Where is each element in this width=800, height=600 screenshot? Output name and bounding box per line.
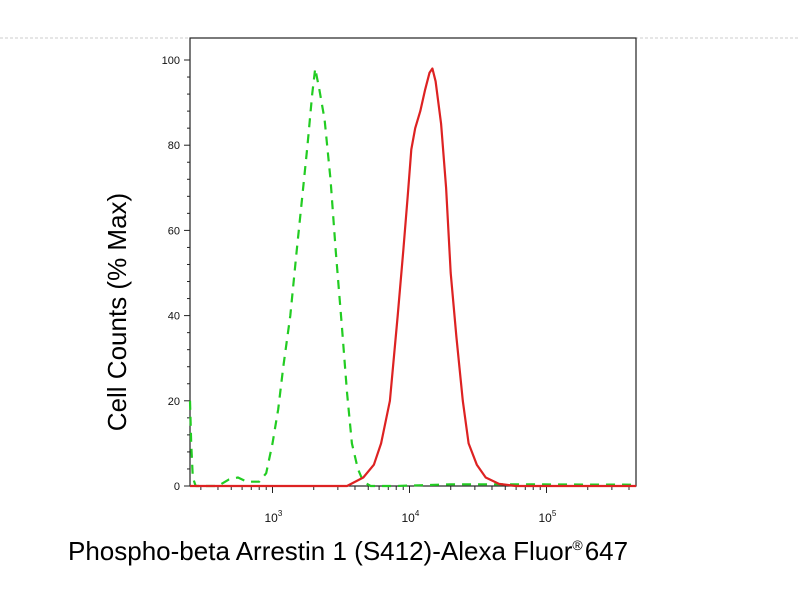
x-axis-ticks: 103 104 105 bbox=[200, 486, 630, 525]
y-axis-ticks: 0 20 40 60 80 100 bbox=[162, 55, 190, 493]
x-tick-label: 103 bbox=[264, 509, 282, 525]
x-axis-title: Phospho-beta Arrestin 1 (S412)-Alexa Flu… bbox=[68, 536, 628, 566]
registered-mark: ® bbox=[572, 537, 583, 553]
control-histogram-line bbox=[188, 67, 637, 488]
plot-frame bbox=[189, 37, 637, 487]
y-tick-label: 40 bbox=[168, 311, 180, 323]
y-tick-label: 80 bbox=[168, 140, 180, 152]
x-tick-label: 104 bbox=[401, 509, 419, 525]
x-tick-label: 105 bbox=[539, 509, 557, 525]
y-axis-title: Cell Counts (% Max) bbox=[102, 193, 132, 431]
y-tick-label: 20 bbox=[168, 396, 180, 408]
x-axis-title-suffix: 647 bbox=[585, 536, 628, 566]
y-tick-label: 60 bbox=[168, 225, 180, 237]
stained-histogram-line bbox=[190, 67, 636, 488]
series-layer bbox=[188, 67, 637, 488]
y-tick-label: 100 bbox=[162, 55, 180, 67]
x-axis-title-main: Phospho-beta Arrestin 1 (S412)-Alexa Flu… bbox=[68, 536, 573, 566]
y-tick-label: 0 bbox=[174, 481, 180, 493]
